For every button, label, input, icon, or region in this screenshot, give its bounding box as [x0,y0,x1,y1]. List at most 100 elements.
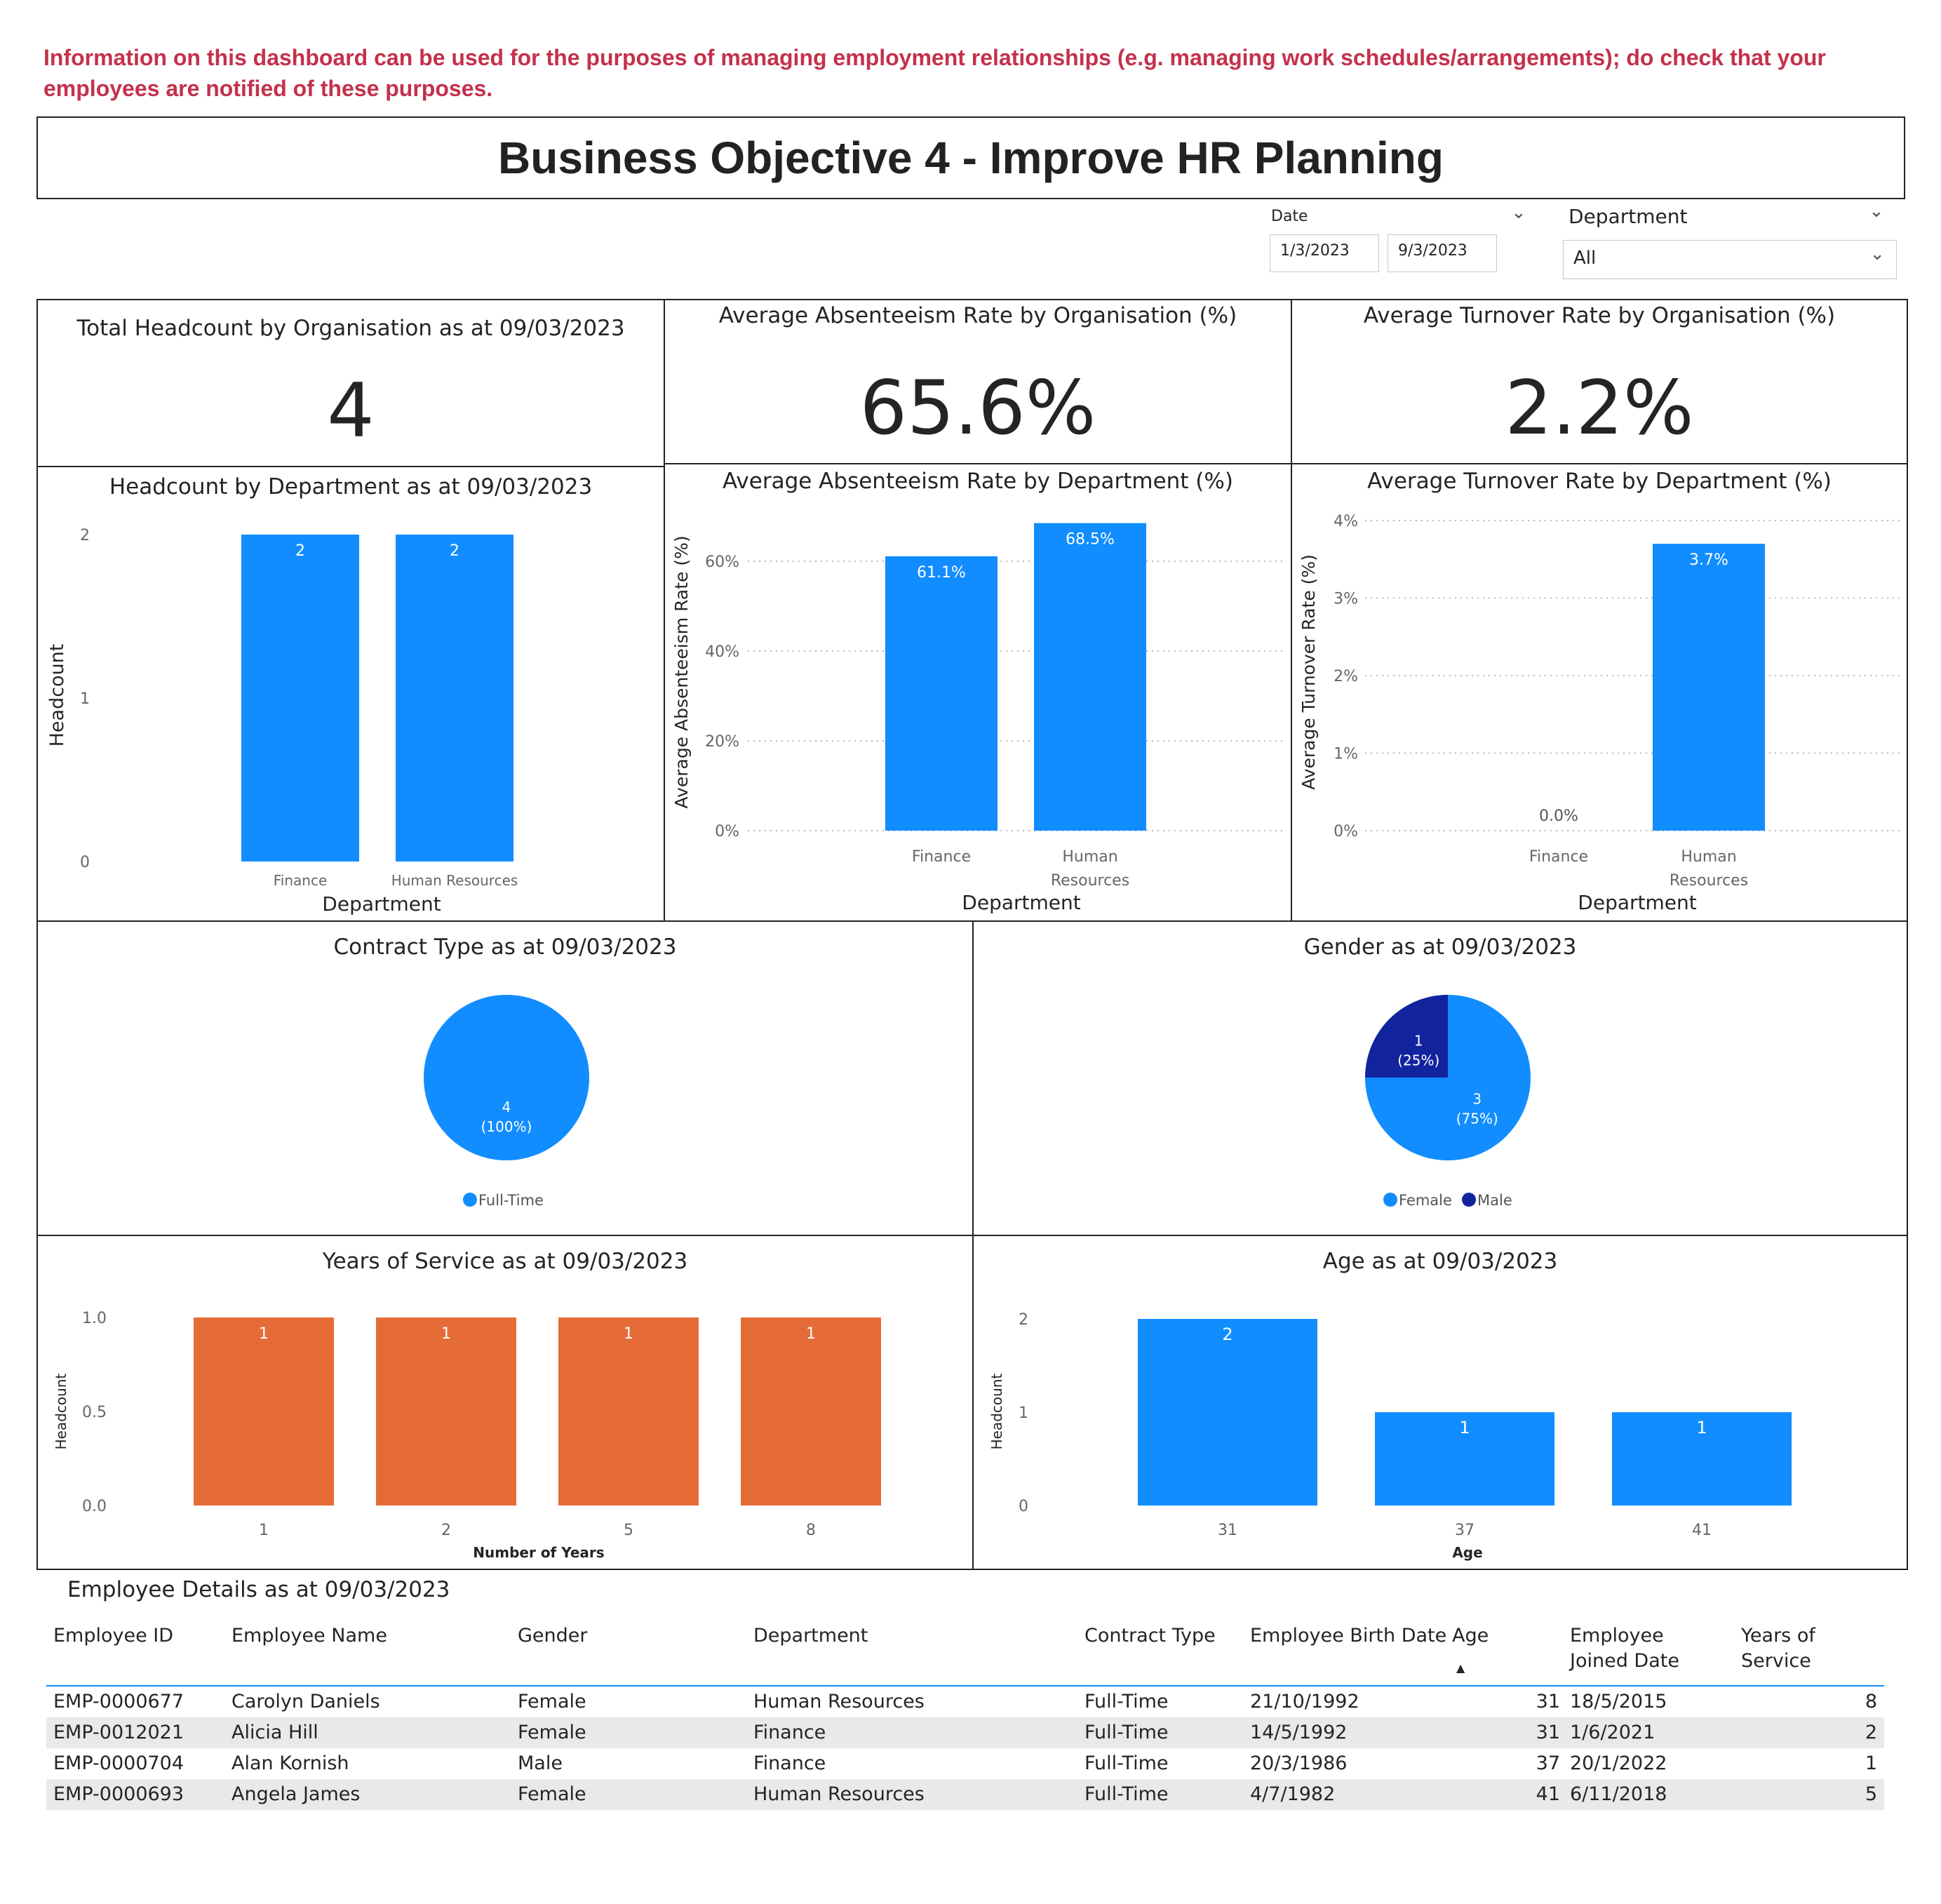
col-birth-date[interactable]: Employee Birth Date [1250,1625,1447,1647]
kpi-headcount-value: 4 [327,368,375,454]
cell-years-service: 1 [1865,1752,1877,1774]
col-gender[interactable]: Gender [518,1625,588,1647]
table-row[interactable]: EMP-0000693 Angela James Female Human Resou… [46,1779,1884,1810]
col-years-service[interactable]: Years of Service [1741,1625,1815,1672]
absenteeism-dept-chart: 0% 20% 40% 60% 61.1% Finance 68.5% Human Resourc… [671,523,1287,914]
contract-type-panel: Contract Type as at 09/03/2023 4 (100%) Fu… [36,920,974,1236]
cell-gender: Female [518,1722,586,1743]
pie-data-label: 3 [1472,1091,1482,1108]
legend-label: Male [1477,1192,1512,1209]
pie-data-percent: (75%) [1456,1111,1498,1127]
cell-birth-date: 4/7/1982 [1250,1783,1336,1805]
col-contract-type[interactable]: Contract Type [1084,1625,1216,1647]
x-tick-label: 8 [806,1522,816,1539]
x-tick-label: 2 [441,1522,451,1539]
cell-gender: Female [518,1783,586,1805]
cell-contract-type: Full-Time [1084,1752,1169,1774]
col-age[interactable]: Age [1452,1625,1489,1647]
x-tick-label: Finance [912,848,971,866]
table-row[interactable]: EMP-0000677 Carolyn Daniels Female Human Re… [46,1687,1884,1717]
date-filter-label: Date [1271,208,1308,225]
cell-employee-name: Angela James [231,1783,361,1805]
data-label: 1 [259,1325,269,1343]
cell-years-service: 8 [1865,1691,1877,1712]
data-label: 1 [441,1325,451,1343]
date-to-input[interactable]: 9/3/2023 [1388,234,1497,272]
bar [194,1318,334,1506]
x-tick-label: Resources [1670,872,1748,890]
table-row[interactable]: EMP-0012021 Alicia Hill Female Finance Full-… [46,1717,1884,1748]
page-title-box: Business Objective 4 - Improve HR Planni… [36,116,1905,199]
data-label: 0.0% [1539,807,1578,825]
y-axis-title: Average Turnover Rate (%) [1298,554,1319,790]
kpi-turnover-title: Average Turnover Rate by Organisation (%… [1363,303,1836,328]
age-panel: Age as at 09/03/2023 0 1 2 2 31 1 37 1 41 Age Head… [972,1235,1908,1570]
privacy-notice: Information on this dashboard can be use… [43,45,1826,101]
gender-chart: 3 (75%) 1 (25%) Female Male [1365,995,1531,1209]
table-row[interactable]: EMP-0000704 Alan Kornish Male Finance Full-T… [46,1748,1884,1779]
cell-employee-id: EMP-0000704 [53,1752,184,1774]
turnover-dept-chart: 0% 1% 2% 3% 4% 0.0% Finance 3.7% Human ResourcesD… [1298,513,1904,914]
y-tick-label: 1 [1019,1404,1028,1422]
cell-age: 41 [1536,1783,1560,1805]
x-tick-label: Human [1681,848,1736,866]
data-label: 3.7% [1689,551,1728,569]
x-tick-label: 31 [1218,1522,1237,1539]
absenteeism-dept-title: Average Absenteeism Rate by Department (… [723,469,1233,494]
date-from-input[interactable]: 1/3/2023 [1270,234,1379,272]
cell-employee-id: EMP-0012021 [53,1722,184,1743]
cell-department: Finance [753,1722,826,1743]
bar [376,1318,516,1506]
col-employee-id[interactable]: Employee ID [53,1625,174,1647]
x-tick-label: Finance [274,872,328,889]
cell-joined-date: 1/6/2021 [1570,1722,1655,1743]
data-label: 68.5% [1066,531,1115,549]
date-filter-chevron-icon[interactable]: ⌄ [1511,202,1526,223]
y-tick-label: 0.0 [82,1498,107,1515]
legend-label: Female [1399,1192,1452,1209]
x-tick-label: Resources [1051,872,1129,890]
turnover-dept-panel: Average Turnover Rate by Department (%) … [1291,463,1908,922]
headcount-dept-chart: 0 1 2 2 Finance 2 Human Resources Department Hea… [46,527,518,916]
years-service-title: Years of Service as at 09/03/2023 [322,1249,688,1274]
col-joined-date[interactable]: Employee Joined Date [1570,1625,1679,1672]
cell-employee-id: EMP-0000677 [53,1691,184,1712]
x-tick-label: Finance [1529,848,1588,866]
pie-data-percent: (25%) [1397,1052,1439,1068]
department-filter-collapse-icon[interactable]: ⌄ [1869,201,1884,222]
cell-joined-date: 20/1/2022 [1570,1752,1667,1774]
bar [1612,1412,1792,1506]
cell-gender: Male [518,1752,563,1774]
pie-slice [1365,995,1448,1078]
absenteeism-dept-panel: Average Absenteeism Rate by Department (… [664,463,1292,922]
col-employee-name[interactable]: Employee Name [231,1625,387,1647]
department-filter-label: Department [1569,205,1688,228]
kpi-headcount-card: Total Headcount by Organisation as at 09… [36,299,665,467]
y-axis-title: Headcount [53,1373,69,1449]
department-dropdown[interactable]: All ⌄ [1563,240,1897,279]
data-label: 2 [1222,1325,1233,1344]
sort-ascending-icon[interactable]: ▲ [1456,1661,1465,1675]
headcount-dept-panel: Headcount by Department as at 09/03/2023… [36,466,665,922]
years-service-chart: 0.0 0.5 1.0 1 1 1 2 1 5 1 8 Number of Years Headcoun… [53,1310,881,1561]
bar [1653,544,1765,831]
y-axis-title: Headcount [988,1373,1005,1449]
data-label: 1 [1696,1418,1707,1437]
employee-table-body: EMP-0000677 Carolyn Daniels Female Human Re… [46,1687,1884,1810]
y-tick-label: 3% [1334,591,1358,608]
y-tick-label: 0 [1019,1498,1028,1515]
contract-type-title: Contract Type as at 09/03/2023 [333,934,677,960]
data-label: 1 [624,1325,633,1343]
y-tick-label: 20% [705,733,739,751]
x-tick-label: 37 [1455,1522,1475,1539]
col-department[interactable]: Department [753,1625,868,1647]
cell-employee-name: Alicia Hill [231,1722,318,1743]
y-tick-label: 60% [705,554,739,571]
bar [558,1318,699,1506]
data-label: 2 [450,542,459,560]
x-axis-title: Department [962,891,1080,914]
pie-data-label: 4 [502,1099,511,1115]
kpi-absenteeism-value: 65.6% [859,365,1096,451]
data-label: 2 [295,542,305,560]
bar [885,556,998,831]
